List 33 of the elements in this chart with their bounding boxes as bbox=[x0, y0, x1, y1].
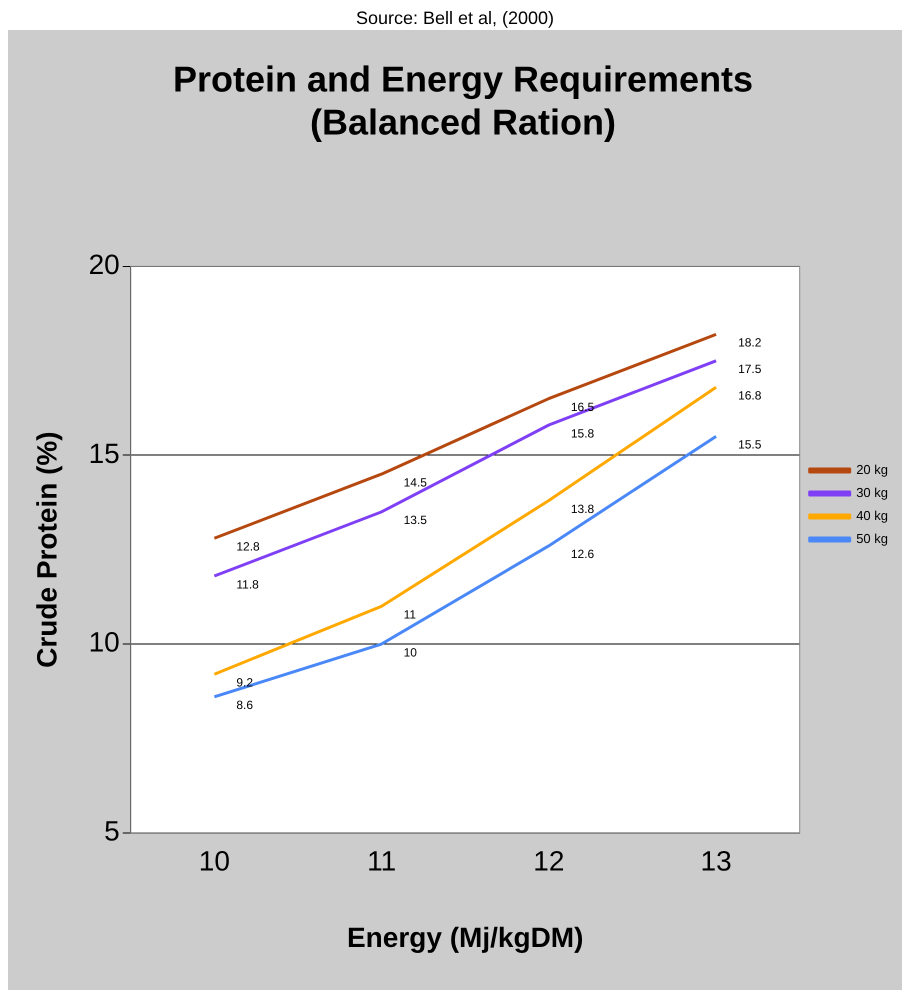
y-tick-label: 10 bbox=[88, 626, 120, 658]
data-label: 8.6 bbox=[236, 698, 254, 712]
data-label: 17.5 bbox=[738, 362, 762, 376]
source-note: Source: Bell et al, (2000) bbox=[354, 8, 556, 30]
data-label: 15.5 bbox=[738, 438, 762, 452]
legend-label: 40 kg bbox=[856, 508, 888, 524]
legend-label: 50 kg bbox=[856, 531, 888, 546]
x-axis-title: Energy (Mj/kgDM) bbox=[346, 922, 584, 953]
data-label: 16.5 bbox=[570, 400, 595, 414]
text: Protein and Energy Requirements bbox=[172, 58, 754, 100]
legend-label: 20 kg bbox=[856, 462, 888, 478]
data-label: 11.8 bbox=[236, 577, 260, 592]
x-tick-label: 10 bbox=[198, 845, 230, 876]
y-tick-label: 20 bbox=[88, 249, 120, 280]
x-tick-label: 11 bbox=[367, 845, 396, 876]
data-label: 9.2 bbox=[236, 676, 254, 690]
data-label: 11 bbox=[404, 608, 416, 622]
data-label: 12.8 bbox=[236, 540, 260, 554]
legend-label: 30 kg bbox=[856, 485, 888, 500]
data-label: 12.6 bbox=[570, 547, 595, 562]
data-label: 13.5 bbox=[404, 513, 428, 528]
y-tick-label: 5 bbox=[104, 816, 120, 847]
data-label: 16.8 bbox=[738, 388, 762, 403]
data-label: 10 bbox=[404, 645, 418, 660]
data-label: 15.8 bbox=[570, 426, 595, 440]
text: (Balanced Ration) bbox=[310, 102, 616, 143]
data-label: 18.2 bbox=[738, 336, 762, 350]
x-tick-label: 12 bbox=[533, 845, 564, 876]
x-tick-label: 13 bbox=[700, 845, 732, 876]
y-tick-label: 15 bbox=[88, 438, 120, 469]
data-label: 14.5 bbox=[404, 475, 428, 490]
y-axis-title: Crude Protein (%) bbox=[32, 431, 63, 668]
data-label: 13.8 bbox=[570, 502, 595, 516]
